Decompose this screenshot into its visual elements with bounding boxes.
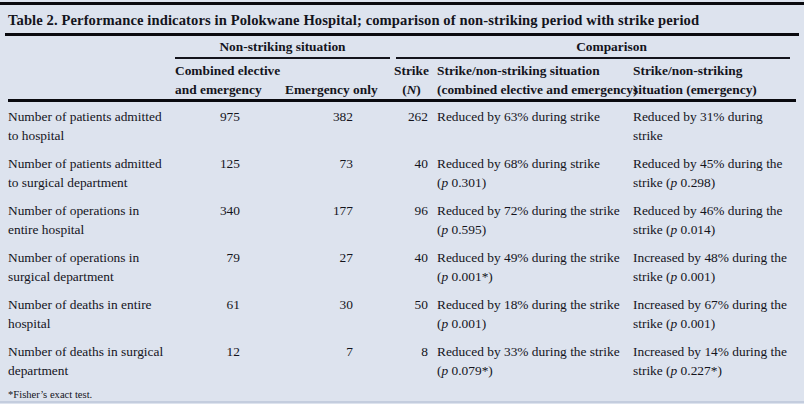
column-header-strike: Strike(N) — [390, 59, 433, 101]
group-header-non-striking-cell: Non-striking situation — [175, 38, 390, 59]
cell-strike-value: 262 — [390, 101, 433, 150]
column-header-combined: Combined electiveand emergency — [175, 59, 285, 101]
cell-comparison-emergency: Increased by 14% during thestrike (p 0.2… — [630, 337, 796, 384]
cell-comparison-emergency: Reduced by 31% duringstrike — [630, 101, 796, 150]
group-header-non-striking: Non-striking situation — [175, 38, 390, 59]
column-header-emergency: Emergency only — [285, 59, 390, 101]
cell-strike-value: 40 — [390, 243, 433, 290]
cell-indicator: Number of patients admittedto hospital — [8, 101, 175, 150]
cell-combined-value: 79 — [175, 243, 285, 290]
table-row: Number of operations insurgical departme… — [8, 243, 796, 290]
group-underline-spacer-cell — [390, 38, 433, 59]
cell-comparison-emergency: Increased by 48% during thestrike (p 0.0… — [630, 243, 796, 290]
group-header-comparison-cell: Comparison — [433, 38, 796, 59]
cell-combined-value: 975 — [175, 101, 285, 150]
bottom-rule — [0, 401, 804, 403]
cell-strike-value: 8 — [390, 337, 433, 384]
table-title: Table 2. Performance indicators in Polok… — [0, 5, 804, 33]
cell-combined-value: 61 — [175, 290, 285, 337]
table-body: Number of patients admittedto hospital 9… — [8, 101, 796, 385]
cell-indicator: Number of operations insurgical departme… — [8, 243, 175, 290]
column-header-row: Combined electiveand emergency Emergency… — [8, 59, 796, 101]
cell-comparison-combined: Reduced by 72% during the strike(p 0.595… — [433, 196, 630, 243]
cell-strike-value: 96 — [390, 196, 433, 243]
cell-indicator: Number of operations inentire hospital — [8, 196, 175, 243]
cell-comparison-combined: Reduced by 68% during strike(p 0.301) — [433, 149, 630, 196]
cell-combined-value: 12 — [175, 337, 285, 384]
cell-strike-value: 50 — [390, 290, 433, 337]
table-row: Number of deaths in entirehospital 61 30… — [8, 290, 796, 337]
performance-table: Non-striking situation Comparison Combin… — [8, 38, 796, 384]
paper-table-figure: Table 2. Performance indicators in Polok… — [0, 0, 804, 404]
cell-combined-value: 340 — [175, 196, 285, 243]
cell-comparison-combined: Reduced by 18% during the strike(p 0.001… — [433, 290, 630, 337]
cell-indicator: Number of patients admittedto surgical d… — [8, 149, 175, 196]
table-footnote: *Fisher’s exact test. — [0, 384, 804, 401]
group-underline-spacer — [396, 38, 433, 59]
cell-emergency-value: 73 — [285, 149, 390, 196]
table-row: Number of operations inentire hospital 3… — [8, 196, 796, 243]
column-header-comparison-emergency: Strike/non-strikingsituation (emergency) — [630, 59, 796, 101]
cell-indicator: Number of deaths in surgicaldepartment — [8, 337, 175, 384]
cell-strike-value: 40 — [390, 149, 433, 196]
cell-comparison-combined: Reduced by 49% during the strike(p 0.001… — [433, 243, 630, 290]
cell-emergency-value: 7 — [285, 337, 390, 384]
table-row: Number of patients admittedto surgical d… — [8, 149, 796, 196]
column-header-indicator — [8, 59, 175, 101]
cell-comparison-combined: Reduced by 63% during strike — [433, 101, 630, 150]
cell-comparison-combined: Reduced by 33% during the strike(p 0.079… — [433, 337, 630, 384]
table-row: Number of deaths in surgicaldepartment 1… — [8, 337, 796, 384]
cell-emergency-value: 177 — [285, 196, 390, 243]
cell-emergency-value: 382 — [285, 101, 390, 150]
group-header-comparison: Comparison — [433, 38, 790, 59]
group-header-empty — [8, 38, 175, 59]
cell-emergency-value: 27 — [285, 243, 390, 290]
cell-indicator: Number of deaths in entirehospital — [8, 290, 175, 337]
cell-comparison-emergency: Reduced by 45% during thestrike (p 0.298… — [630, 149, 796, 196]
group-header-row: Non-striking situation Comparison — [8, 38, 796, 59]
table-row: Number of patients admittedto hospital 9… — [8, 101, 796, 150]
cell-emergency-value: 30 — [285, 290, 390, 337]
cell-comparison-emergency: Increased by 67% during thestrike (p 0.0… — [630, 290, 796, 337]
column-header-comparison-combined: Strike/non-striking situation(combined e… — [433, 59, 630, 101]
title-separator-rule — [5, 33, 799, 36]
cell-combined-value: 125 — [175, 149, 285, 196]
cell-comparison-emergency: Reduced by 46% during thestrike (p 0.014… — [630, 196, 796, 243]
